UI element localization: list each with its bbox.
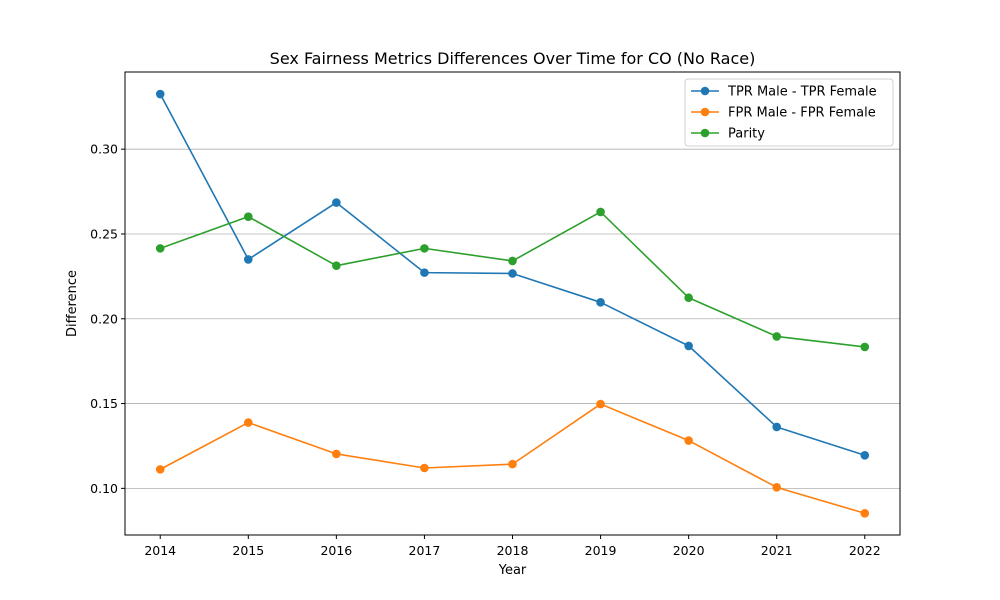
x-tick-label: 2016 bbox=[320, 543, 352, 558]
data-point bbox=[243, 418, 253, 427]
y-tick-label: 0.10 bbox=[90, 481, 118, 496]
x-tick-label: 2022 bbox=[849, 543, 881, 558]
y-tick-label: 0.20 bbox=[90, 311, 118, 326]
series-1 bbox=[155, 89, 870, 460]
data-point bbox=[332, 261, 341, 270]
x-tick-label: 2019 bbox=[585, 543, 617, 558]
data-point bbox=[772, 332, 782, 341]
data-point bbox=[596, 207, 605, 217]
data-point bbox=[332, 449, 341, 459]
series-3 bbox=[155, 207, 870, 352]
data-point bbox=[155, 465, 165, 474]
legend-marker bbox=[700, 86, 710, 96]
data-point bbox=[508, 269, 517, 278]
axes-layer: 0.10 0.15 0.20 0.25 0.30 2014 2015 2016 2017 2018… bbox=[90, 142, 881, 558]
legend-label: Parity bbox=[728, 127, 765, 142]
x-tick-label: 2020 bbox=[673, 543, 705, 558]
y-tick-label: 0.15 bbox=[90, 396, 118, 411]
x-tick-label: 2017 bbox=[409, 543, 441, 558]
legend-label: TPR Male - TPR Female bbox=[727, 85, 877, 100]
x-tick-label: 2021 bbox=[761, 543, 793, 558]
data-point bbox=[860, 342, 870, 352]
data-point bbox=[508, 459, 517, 469]
legend: TPR Male - TPR Female FPR Male - FPR Fema… bbox=[684, 78, 894, 147]
data-point bbox=[684, 341, 693, 351]
legend-item: Parity bbox=[691, 127, 765, 142]
legend-marker bbox=[700, 128, 710, 138]
legend-item: TPR Male - TPR Female bbox=[691, 85, 877, 100]
data-point bbox=[243, 212, 253, 221]
data-point bbox=[860, 450, 870, 460]
data-point bbox=[684, 436, 693, 445]
chart-title: Sex Fairness Metrics Differences Over Ti… bbox=[270, 49, 756, 68]
data-point bbox=[420, 463, 429, 473]
legend-label: FPR Male - FPR Female bbox=[728, 106, 876, 121]
data-point bbox=[772, 422, 782, 432]
series-2 bbox=[155, 399, 870, 518]
x-axis-label: Year bbox=[498, 563, 527, 578]
data-point bbox=[420, 244, 429, 253]
grid-lines bbox=[125, 148, 900, 489]
y-tick-label: 0.25 bbox=[90, 226, 118, 241]
data-point bbox=[332, 198, 341, 207]
x-tick-label: 2015 bbox=[232, 543, 264, 558]
y-axis-label: Difference bbox=[65, 270, 80, 337]
data-point bbox=[508, 256, 517, 266]
data-point bbox=[155, 89, 165, 99]
data-point bbox=[243, 255, 253, 264]
y-tick-label: 0.30 bbox=[90, 142, 118, 157]
data-point bbox=[420, 268, 429, 277]
data-point bbox=[596, 399, 605, 409]
data-point bbox=[684, 293, 693, 303]
x-tick-label: 2018 bbox=[497, 543, 529, 558]
x-tick-label: 2014 bbox=[144, 543, 176, 558]
data-point bbox=[772, 483, 782, 492]
data-point bbox=[860, 508, 870, 518]
legend-item: FPR Male - FPR Female bbox=[691, 106, 876, 121]
legend-box bbox=[684, 78, 894, 147]
series-layer bbox=[155, 89, 870, 518]
legend-marker bbox=[700, 107, 710, 117]
data-point bbox=[155, 244, 165, 253]
data-point bbox=[596, 298, 605, 307]
